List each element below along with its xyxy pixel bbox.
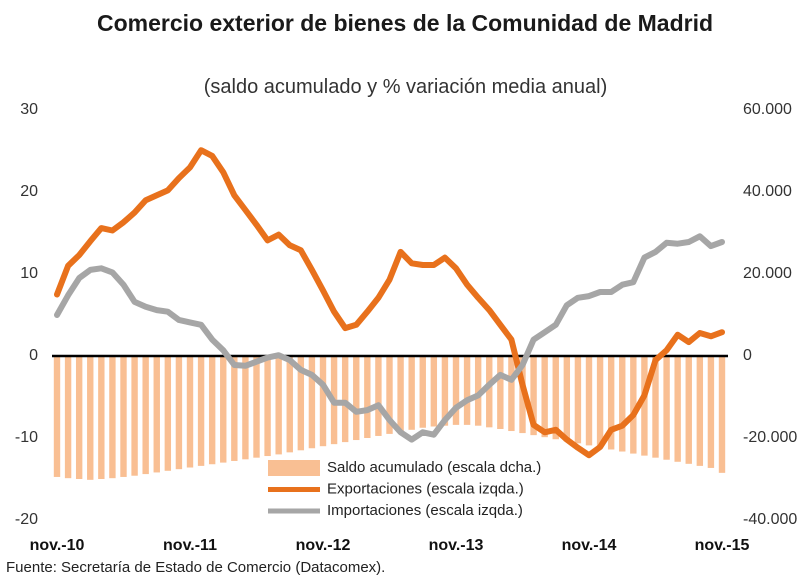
bar: [64, 356, 72, 479]
line-series: [54, 147, 725, 459]
bar: [275, 356, 282, 455]
bar: [607, 356, 615, 450]
bar: [264, 356, 271, 457]
bar: [474, 356, 482, 426]
y2-tick-label: -20.000: [743, 429, 797, 446]
bar: [397, 356, 404, 432]
y2-tick-label: 20.000: [743, 265, 792, 282]
legend-label: Importaciones (escala izqda.): [327, 502, 523, 519]
bar: [508, 356, 515, 432]
bar: [574, 356, 582, 444]
legend-label: Exportaciones (escala izqda.): [327, 480, 524, 497]
bar: [585, 356, 593, 446]
bar: [120, 356, 127, 477]
bar: [486, 356, 493, 428]
y-tick-label: -10: [15, 429, 38, 446]
bar: [463, 356, 471, 425]
chart-title: Comercio exterior de bienes de la Comuni…: [96, 10, 714, 36]
bar: [353, 356, 360, 441]
y-tick-label: 20: [20, 183, 38, 200]
bar: [441, 356, 449, 426]
bar: [430, 356, 438, 427]
bar: [596, 356, 604, 448]
bar: [53, 356, 61, 477]
chart-subtitle: (saldo acumulado y % variación media anu…: [203, 76, 608, 98]
bar: [164, 356, 172, 471]
bar: [131, 356, 138, 476]
bar: [186, 356, 194, 468]
bar: [208, 356, 216, 465]
y2-tick-label: 40.000: [743, 183, 792, 200]
x-tick-label: nov.-10: [30, 537, 85, 554]
y2-tick-label: 60.000: [743, 101, 792, 118]
legend-label: Saldo acumulado (escala dcha.): [327, 459, 541, 476]
bar: [619, 356, 626, 452]
bar: [231, 356, 238, 461]
bar: [419, 356, 426, 428]
bar: [87, 356, 94, 480]
bar: [142, 356, 149, 475]
y-tick-label: 30: [20, 101, 38, 118]
bar: [153, 356, 160, 473]
x-tick-label: nov.-15: [695, 537, 750, 554]
bar: [696, 356, 704, 466]
bar: [663, 356, 670, 460]
bar: [175, 356, 183, 470]
line-series: [54, 233, 725, 443]
bar: [452, 356, 460, 425]
bar: [286, 356, 293, 453]
bar: [408, 356, 415, 430]
bar: [685, 356, 692, 464]
bar: [541, 356, 548, 438]
bar: [98, 356, 105, 479]
bar: [530, 356, 537, 436]
bar: [109, 356, 116, 479]
y-tick-label: -20: [15, 511, 38, 528]
y-tick-label: 0: [29, 347, 38, 364]
bar: [220, 356, 227, 463]
bar: [563, 356, 571, 442]
bar: [253, 356, 260, 458]
source-note: Fuente: Secretaría de Estado de Comercio…: [6, 559, 386, 576]
bar: [242, 356, 249, 460]
bar: [641, 356, 648, 456]
x-tick-label: nov.-11: [163, 537, 217, 554]
bar: [364, 356, 371, 438]
bar: [707, 356, 715, 468]
y2-tick-label: -40.000: [743, 511, 797, 528]
bar: [308, 356, 316, 449]
x-tick-label: nov.-14: [562, 537, 617, 554]
bar: [297, 356, 305, 451]
bar: [674, 356, 681, 462]
bar: [386, 356, 393, 434]
x-tick-label: nov.-13: [429, 537, 484, 554]
y-tick-label: 10: [20, 265, 38, 282]
x-tick-label: nov.-12: [296, 537, 351, 554]
y2-tick-label: 0: [743, 347, 752, 364]
bar: [718, 356, 726, 473]
bar: [375, 356, 382, 436]
bar: [497, 356, 504, 429]
bar: [652, 356, 659, 458]
bar: [552, 356, 559, 440]
bar: [630, 356, 637, 454]
bar: [75, 356, 83, 479]
legend-swatch: [268, 460, 320, 476]
bar: [197, 356, 205, 466]
bar: [341, 356, 349, 443]
bar: [319, 356, 327, 447]
